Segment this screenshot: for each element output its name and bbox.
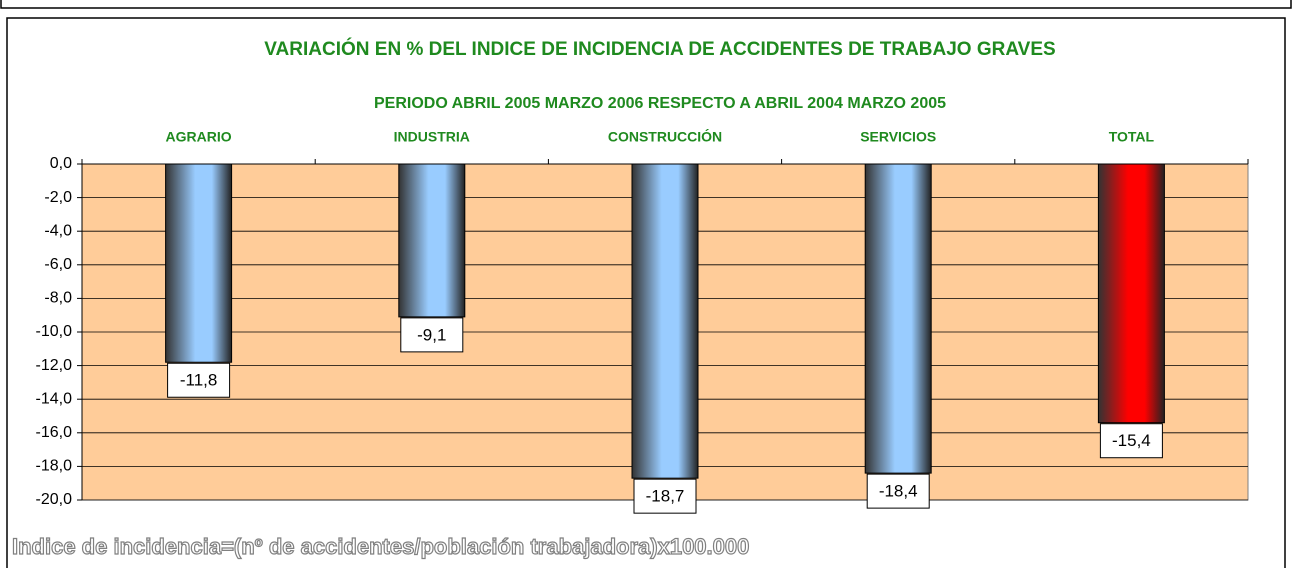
bar [631,163,699,479]
y-tick-label: -6,0 [44,256,72,273]
x-tick-label: SERVICIOS [860,129,936,145]
y-tick-label: -4,0 [44,222,72,239]
y-tick-label: -12,0 [36,357,73,374]
value-label-box [1099,423,1163,459]
bar [165,163,233,363]
value-label: -18,7 [646,487,685,506]
chart-title: VARIACIÓN EN % DEL INDICE DE INCIDENCIA … [264,38,1055,60]
top-frame [0,0,1292,9]
y-tick-label: -16,0 [36,424,73,441]
x-tick-label: AGRARIO [166,129,232,145]
value-label-box [400,317,464,353]
value-label: -15,4 [1112,431,1151,450]
chart-subtitle: PERIODO ABRIL 2005 MARZO 2006 RESPECTO A… [374,95,946,112]
y-tick-label: -14,0 [36,390,73,407]
y-tick-label: -20,0 [36,491,73,508]
value-label: -11,8 [180,371,218,390]
value-label: -9,1 [417,325,446,344]
bar [398,163,466,318]
y-tick-label: -18,0 [36,458,73,475]
y-tick-label: -10,0 [36,323,73,340]
bar [1097,163,1165,424]
x-tick-label: INDUSTRIA [394,129,470,145]
value-label-box [167,362,231,398]
footnote: Indice de incidencia=(nº de accidentes/p… [12,534,749,559]
value-label: -18,4 [879,482,918,501]
y-tick-label: -8,0 [44,290,72,307]
value-label-box [866,473,930,509]
y-tick-label: -2,0 [44,189,72,206]
y-tick-label: 0,0 [50,155,72,172]
bar [864,163,932,474]
value-label-box [633,478,697,514]
x-tick-label: CONSTRUCCIÓN [608,128,722,145]
x-tick-label: TOTAL [1109,129,1155,145]
